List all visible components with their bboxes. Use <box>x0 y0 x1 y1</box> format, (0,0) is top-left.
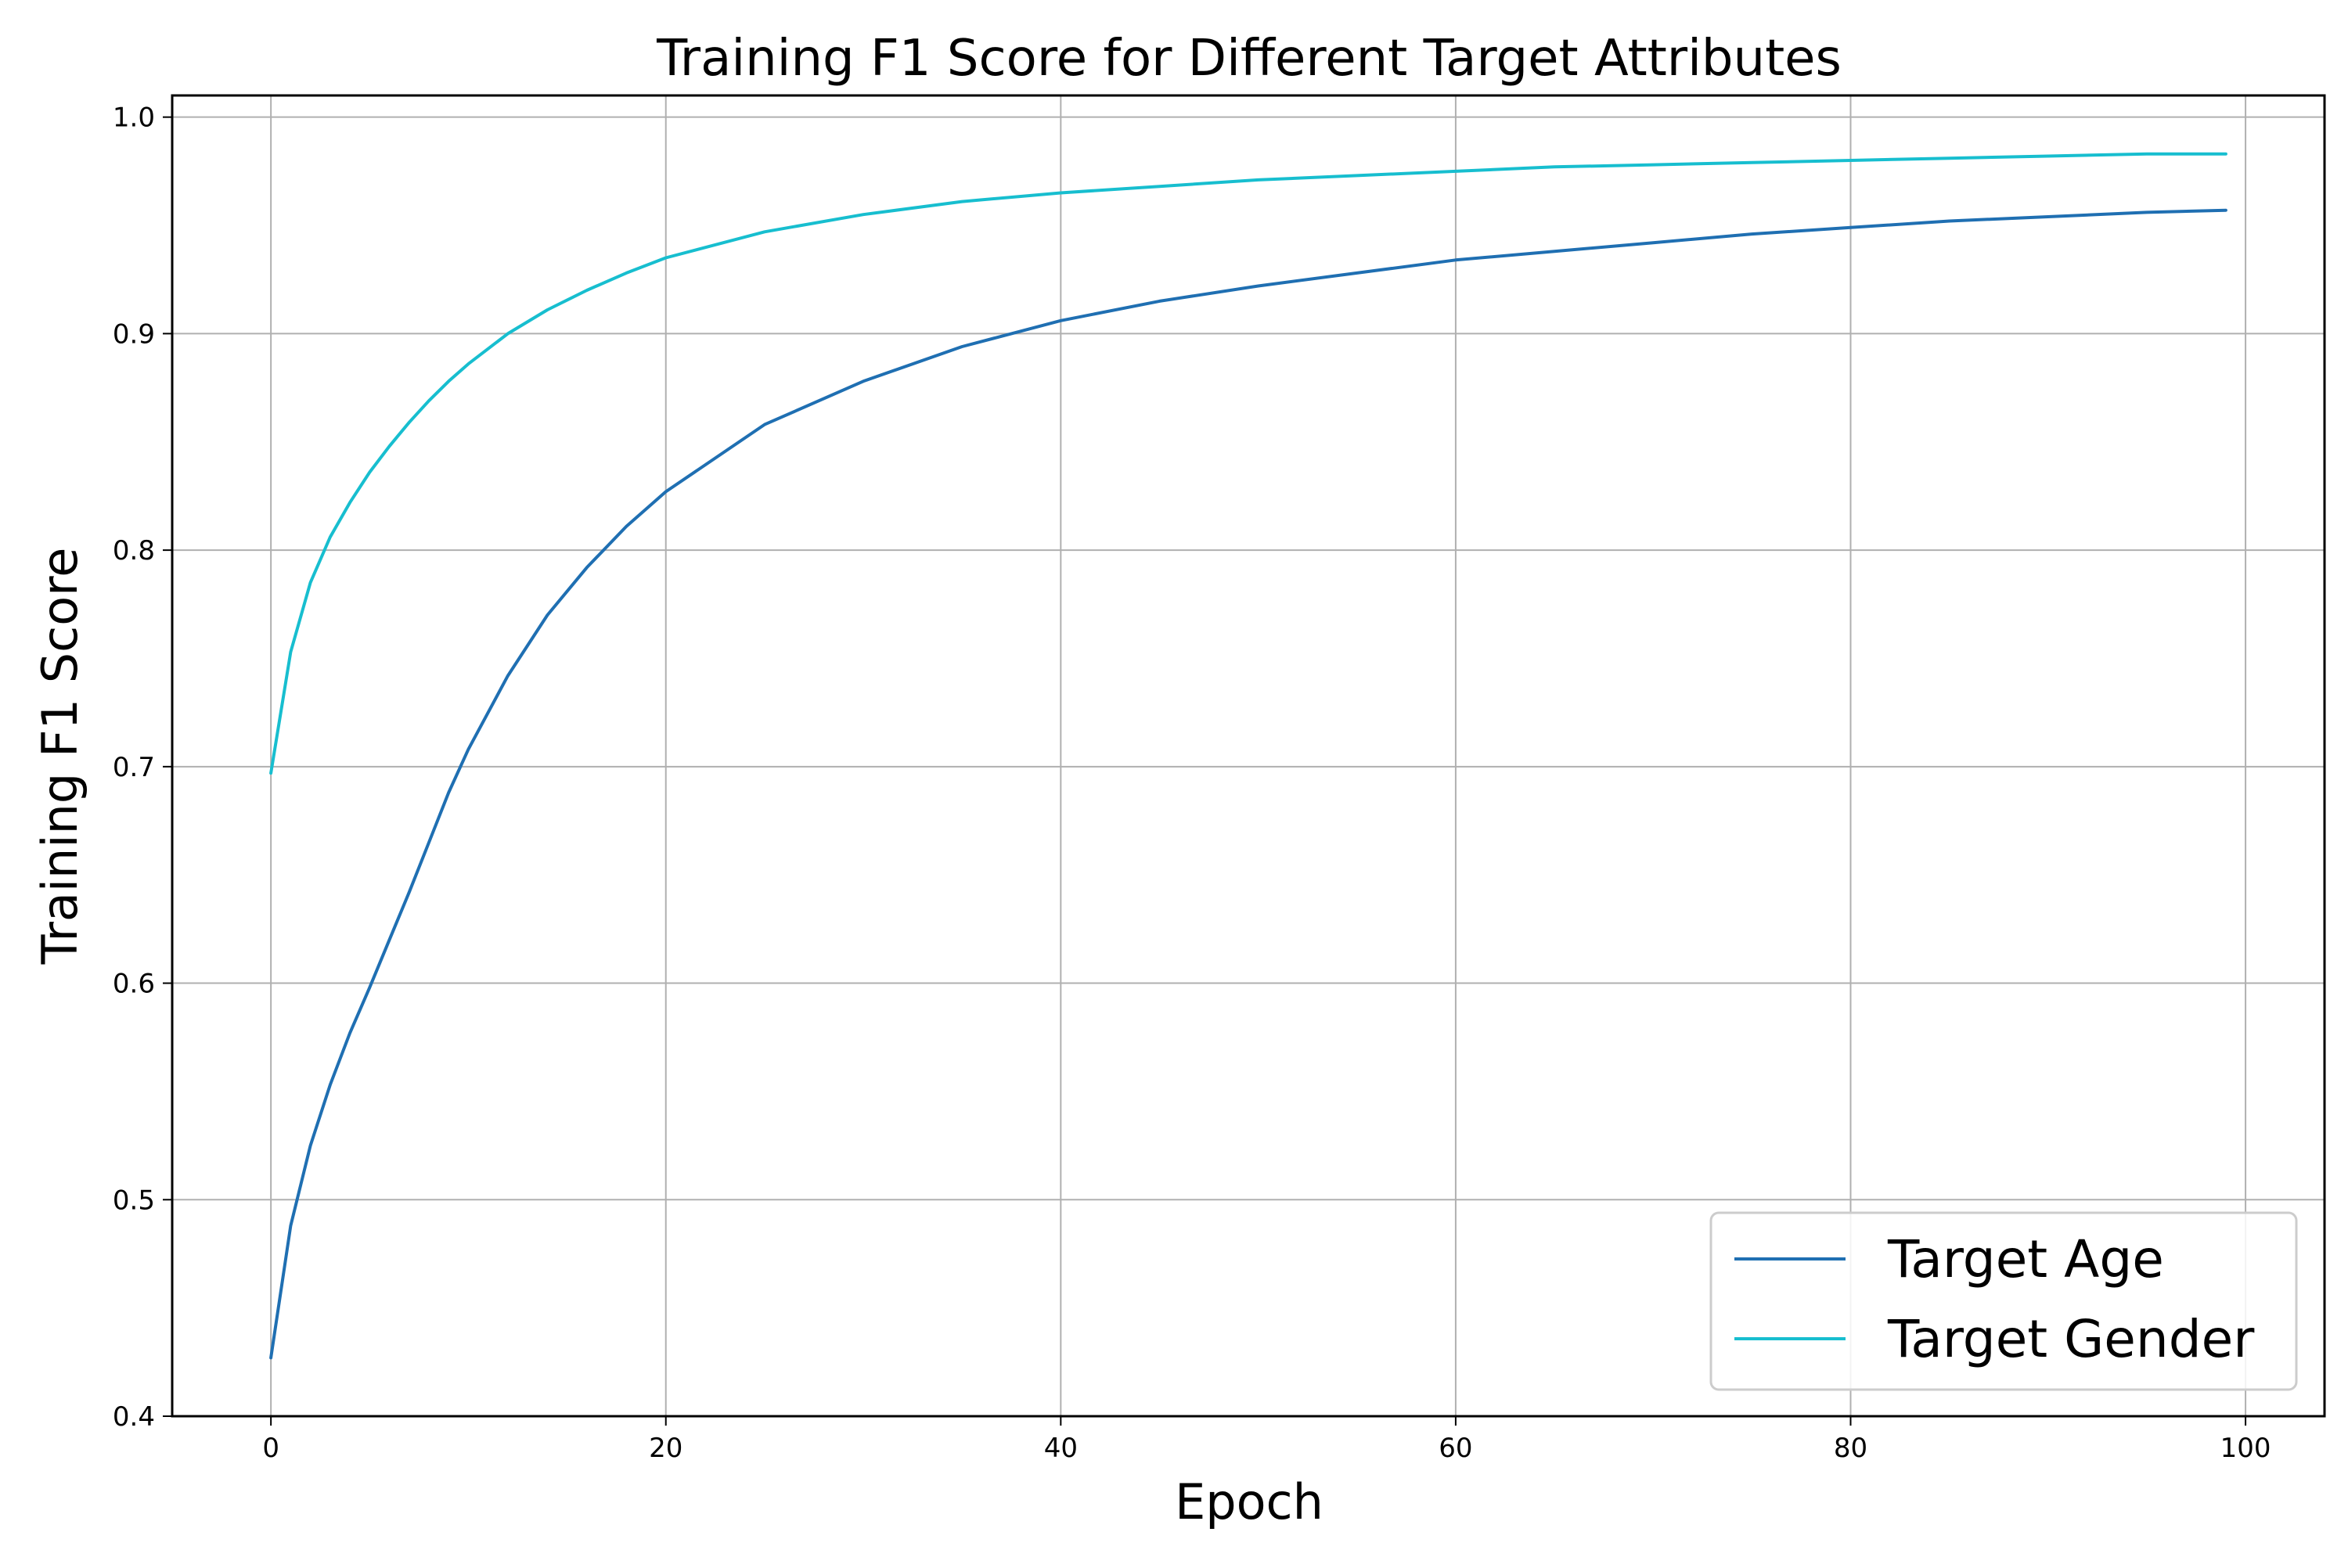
y-tick-label: 0.8 <box>113 535 155 566</box>
y-tick-label: 0.4 <box>113 1401 155 1433</box>
x-tick-label: 60 <box>1439 1433 1472 1464</box>
series-line-target-age <box>269 208 2227 1360</box>
y-tick-label: 1.0 <box>113 102 155 134</box>
x-tick-label: 0 <box>262 1433 279 1464</box>
series-line-target-gender <box>269 152 2227 775</box>
series-lines <box>269 152 2227 1360</box>
x-tick-label: 20 <box>649 1433 682 1464</box>
y-tick-label: 0.9 <box>113 318 155 350</box>
legend-label: Target Gender <box>1887 1309 2255 1369</box>
x-tick-label: 80 <box>1834 1433 1867 1464</box>
x-tick-label: 100 <box>2220 1433 2271 1464</box>
x-axis-ticks: 0 20 40 60 80 100 <box>262 1416 2271 1464</box>
chart-title: Training F1 Score for Different Target A… <box>656 30 1842 88</box>
plot-frame <box>171 94 2326 1418</box>
y-axis-label: Training F1 Score <box>31 548 88 966</box>
y-tick-label: 0.6 <box>113 969 155 1000</box>
legend-label: Target Age <box>1887 1229 2164 1289</box>
legend-box <box>1709 1211 2298 1391</box>
y-axis-ticks: 0.4 0.5 0.6 0.7 0.8 0.9 1.0 <box>113 102 172 1433</box>
y-tick-label: 0.7 <box>113 752 155 783</box>
y-tick-label: 0.5 <box>113 1185 155 1216</box>
legend: Target Age Target Gender <box>1709 1211 2298 1391</box>
x-tick-label: 40 <box>1044 1433 1078 1464</box>
x-axis-label: Epoch <box>1175 1473 1323 1530</box>
